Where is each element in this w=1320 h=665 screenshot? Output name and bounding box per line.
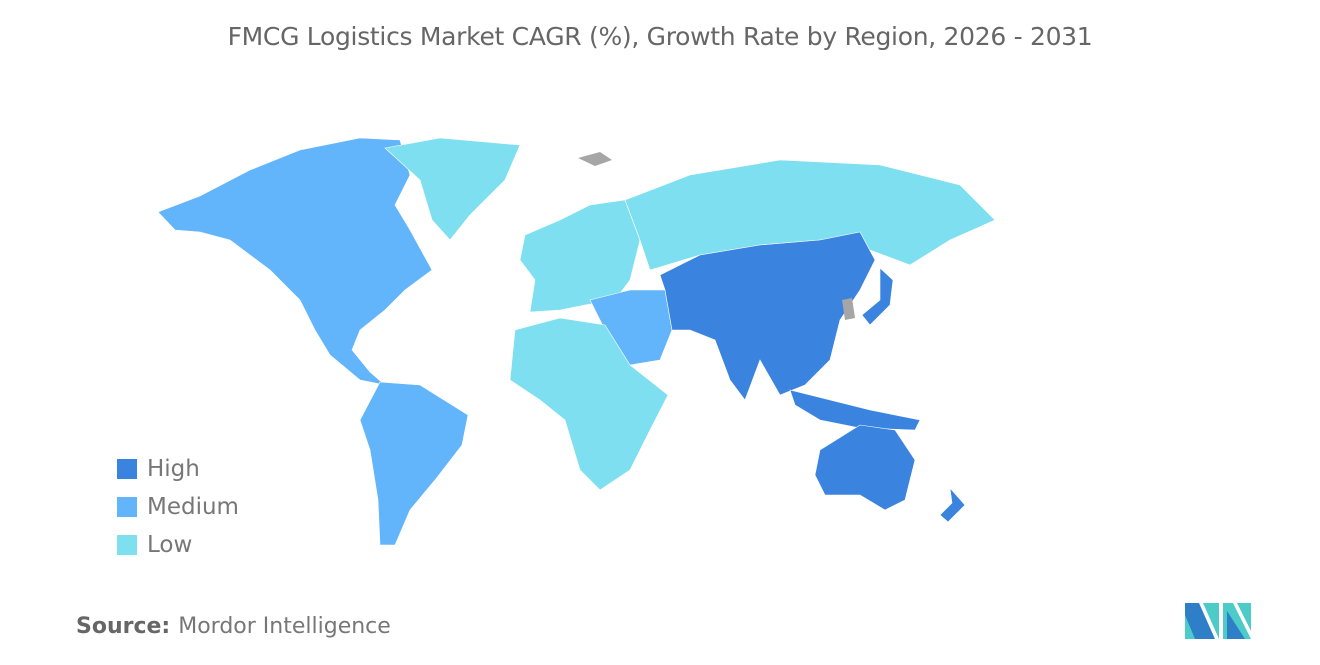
source-value: Mordor Intelligence xyxy=(178,614,391,639)
legend-item-low: Low xyxy=(117,526,239,564)
legend-label: Low xyxy=(147,532,193,558)
region-russia xyxy=(624,159,996,271)
korea xyxy=(842,298,855,320)
source-note: Source: Mordor Intelligence xyxy=(76,614,391,639)
source-label: Source: xyxy=(76,614,171,639)
legend-swatch xyxy=(117,535,137,555)
region-north-america xyxy=(157,137,433,386)
legend-label: High xyxy=(147,456,200,482)
region-australia xyxy=(814,424,916,511)
region-south-america xyxy=(359,381,469,546)
legend-label: Medium xyxy=(147,494,239,520)
region-africa xyxy=(509,317,669,491)
legend-item-high: High xyxy=(117,450,239,488)
legend-swatch xyxy=(117,459,137,479)
no-data-areas xyxy=(578,152,855,320)
region-greenland xyxy=(384,137,521,241)
mordor-intelligence-logo xyxy=(1185,603,1251,639)
chart-title: FMCG Logistics Market CAGR (%), Growth R… xyxy=(227,22,1093,51)
region-new-zealand xyxy=(939,487,966,523)
svalbard xyxy=(578,152,612,166)
legend-swatch xyxy=(117,497,137,517)
region-se-asia-islands xyxy=(789,389,921,431)
region-japan xyxy=(861,267,894,326)
legend: High Medium Low xyxy=(117,450,239,564)
region-asia xyxy=(659,231,876,401)
legend-item-medium: Medium xyxy=(117,488,239,526)
